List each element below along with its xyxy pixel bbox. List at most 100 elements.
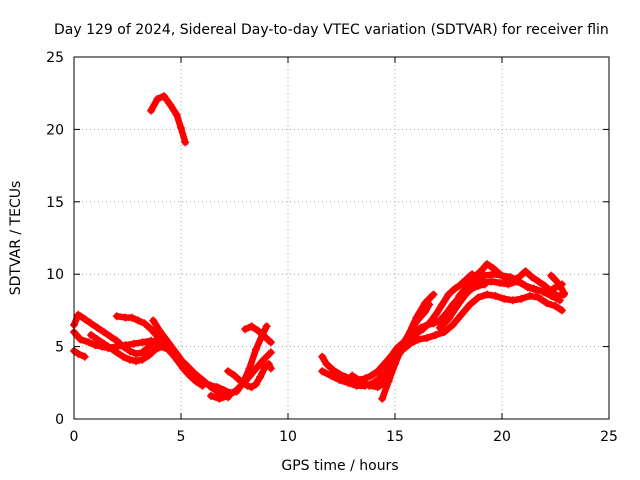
data-point (147, 106, 156, 115)
data-point (525, 291, 534, 300)
data-point (508, 275, 517, 284)
data-point (326, 371, 335, 380)
data-point (508, 296, 517, 305)
data-point (256, 373, 265, 382)
data-point (378, 394, 387, 403)
data-point (527, 273, 536, 282)
data-point (517, 294, 526, 303)
data-point (551, 275, 560, 284)
data-point (352, 381, 361, 390)
data-point (420, 307, 429, 316)
data-point (249, 367, 258, 376)
data-point (463, 275, 472, 284)
data-point (343, 378, 352, 387)
data-point (483, 290, 492, 299)
data-point (99, 339, 108, 348)
data-point (219, 386, 228, 395)
data-point (547, 287, 556, 296)
data-point (431, 310, 440, 319)
data-point (168, 344, 177, 353)
data-point (262, 322, 271, 331)
data-point (243, 381, 252, 390)
data-point (93, 323, 102, 332)
data-point (140, 319, 149, 328)
data-point (489, 264, 498, 273)
data-series (70, 92, 569, 403)
y-tick-label: 25 (46, 50, 64, 66)
series-arc-11 (318, 270, 477, 384)
data-point (555, 281, 564, 290)
y-tick-label: 10 (46, 267, 64, 283)
data-point (483, 260, 492, 269)
data-point (236, 377, 245, 386)
data-point (547, 271, 556, 280)
data-point (429, 290, 438, 299)
data-point (162, 335, 171, 344)
series-trace (224, 360, 275, 391)
data-point (121, 341, 130, 350)
data-point (318, 352, 327, 361)
data-point (373, 367, 382, 376)
chart-title: Day 129 of 2024, Sidereal Day-to-day VTE… (54, 22, 609, 38)
data-point (144, 351, 153, 360)
series-trace (547, 272, 568, 297)
data-point (495, 270, 504, 279)
series-arc-19 (547, 271, 569, 298)
data-point (172, 110, 181, 119)
data-point (147, 325, 156, 334)
series-arc-7 (149, 316, 271, 397)
data-point (373, 383, 382, 392)
data-point (181, 361, 190, 370)
data-point (84, 338, 93, 347)
data-point (125, 346, 134, 355)
data-point (440, 328, 449, 337)
y-tick-label: 5 (55, 340, 64, 356)
data-point (157, 342, 166, 351)
data-point (147, 336, 156, 345)
data-point (367, 371, 376, 380)
data-point (138, 338, 147, 347)
data-point (266, 364, 275, 373)
data-point (247, 322, 256, 331)
x-tick-label: 25 (600, 429, 618, 445)
data-point (470, 273, 479, 282)
data-point (119, 352, 128, 361)
data-point (132, 349, 141, 358)
data-point (414, 315, 423, 324)
data-point (266, 338, 275, 347)
data-point (318, 367, 327, 376)
data-point (365, 381, 374, 390)
data-point (166, 100, 175, 109)
series-arc-5 (112, 312, 207, 390)
data-point (155, 326, 164, 335)
data-point (80, 315, 89, 324)
data-point (224, 367, 233, 376)
data-point (224, 391, 233, 400)
series-arc-15 (371, 290, 566, 386)
series-trace (464, 260, 568, 300)
data-point (74, 349, 83, 358)
data-point (502, 274, 511, 283)
data-point (348, 371, 357, 380)
data-point (380, 370, 389, 379)
data-point (232, 386, 241, 395)
x-tick-label: 5 (177, 429, 186, 445)
data-point (444, 315, 453, 324)
data-point (112, 348, 121, 357)
data-point (380, 359, 389, 368)
data-point (438, 300, 447, 309)
data-point (149, 316, 158, 325)
data-point (423, 333, 432, 342)
y-tick-label: 20 (46, 122, 64, 138)
y-tick-label: 0 (55, 412, 64, 428)
data-point (87, 319, 96, 328)
data-point (112, 312, 121, 321)
data-point (455, 291, 464, 300)
data-point (453, 302, 462, 311)
data-point (465, 300, 474, 309)
data-point (431, 331, 440, 340)
data-point (177, 123, 185, 132)
data-point (247, 383, 256, 392)
data-point (206, 381, 215, 390)
